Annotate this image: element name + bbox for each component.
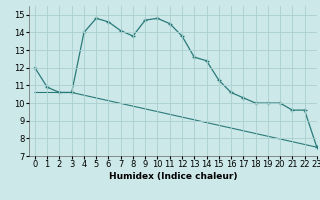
X-axis label: Humidex (Indice chaleur): Humidex (Indice chaleur): [108, 172, 237, 181]
